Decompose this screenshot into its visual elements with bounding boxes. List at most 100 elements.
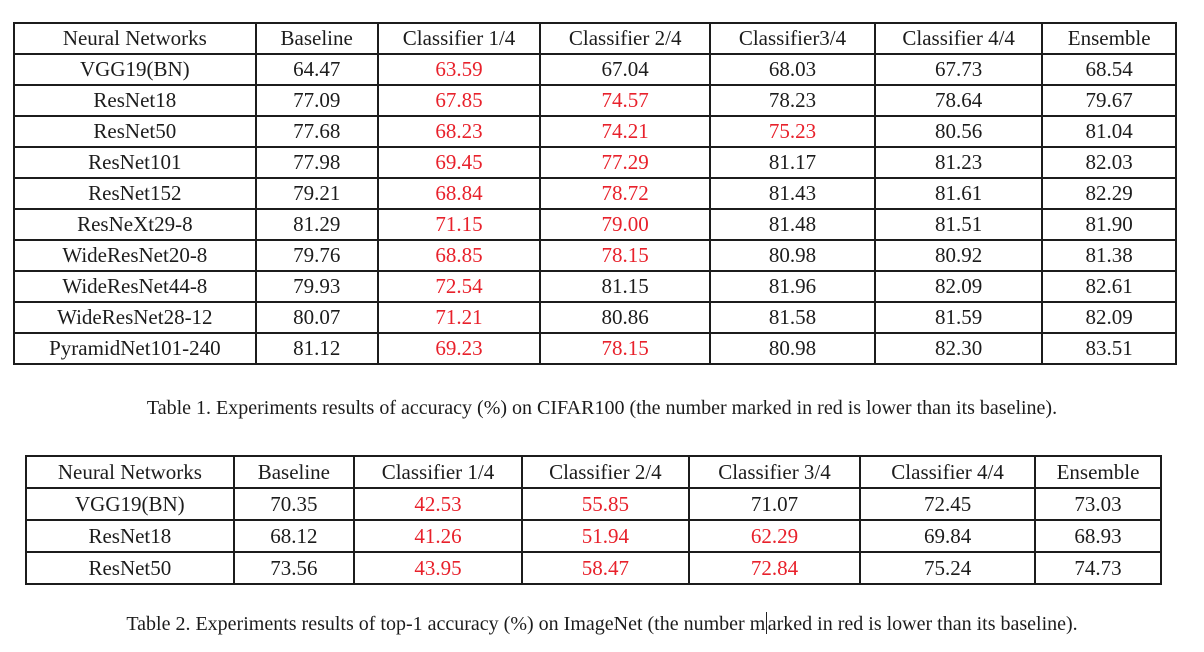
value-cell: 63.59 <box>376 53 542 86</box>
value-cell: 79.76 <box>254 239 379 272</box>
value-cell: 79.93 <box>254 270 379 303</box>
value-cell: 68.23 <box>376 115 542 148</box>
caption-text: arked in red is lower than its baseline)… <box>767 613 1078 635</box>
value-cell: 81.43 <box>709 177 876 210</box>
row-label: ResNet101 <box>13 146 257 179</box>
value-cell: 70.35 <box>232 487 356 521</box>
column-header: Neural Networks <box>13 22 257 55</box>
table-row: VGG19(BN) 70.35 42.53 55.85 71.07 72.45 73.03 <box>25 487 1163 521</box>
value-cell: 68.85 <box>376 239 542 272</box>
value-cell: 72.84 <box>687 551 862 585</box>
value-cell: 78.64 <box>873 84 1044 117</box>
value-cell: 64.47 <box>254 53 379 86</box>
value-cell: 68.84 <box>376 177 542 210</box>
value-cell: 67.04 <box>539 53 711 86</box>
value-cell: 81.59 <box>873 301 1044 334</box>
value-cell: 74.21 <box>539 115 711 148</box>
value-cell: 80.56 <box>873 115 1044 148</box>
table1-caption: Table 1. Experiments results of accuracy… <box>0 396 1204 420</box>
value-cell: 81.58 <box>709 301 876 334</box>
value-cell: 80.92 <box>873 239 1044 272</box>
value-cell: 74.57 <box>539 84 711 117</box>
value-cell: 83.51 <box>1041 332 1177 365</box>
value-cell: 82.61 <box>1041 270 1177 303</box>
column-header: Classifier 2/4 <box>539 22 711 55</box>
value-cell: 80.98 <box>709 332 876 365</box>
value-cell: 72.54 <box>376 270 542 303</box>
value-cell: 51.94 <box>520 519 690 553</box>
table-row: ResNet50 77.68 68.23 74.21 75.23 80.56 81.04 <box>13 115 1177 148</box>
value-cell: 81.29 <box>254 208 379 241</box>
value-cell: 80.07 <box>254 301 379 334</box>
value-cell: 78.15 <box>539 239 711 272</box>
column-header: Classifier3/4 <box>709 22 876 55</box>
value-cell: 62.29 <box>687 519 862 553</box>
row-label: ResNet50 <box>25 551 235 585</box>
value-cell: 75.24 <box>859 551 1036 585</box>
value-cell: 81.17 <box>709 146 876 179</box>
table-row: ResNet101 77.98 69.45 77.29 81.17 81.23 82.03 <box>13 146 1177 179</box>
value-cell: 67.85 <box>376 84 542 117</box>
column-header: Neural Networks <box>25 455 235 489</box>
value-cell: 72.45 <box>859 487 1036 521</box>
cifar100-table-container: Neural Networks Baseline Classifier 1/4 Cla… <box>13 22 1177 365</box>
value-cell: 82.09 <box>1041 301 1177 334</box>
value-cell: 77.98 <box>254 146 379 179</box>
caption-text: Table 1. Experiments results of accuracy… <box>146 397 1058 419</box>
value-cell: 81.38 <box>1041 239 1177 272</box>
column-header: Classifier 3/4 <box>687 455 862 489</box>
value-cell: 80.86 <box>539 301 711 334</box>
value-cell: 82.29 <box>1041 177 1177 210</box>
column-header: Classifier 1/4 <box>376 22 542 55</box>
cifar100-results-table: Neural Networks Baseline Classifier 1/4 Cla… <box>13 22 1177 365</box>
value-cell: 71.21 <box>376 301 542 334</box>
table-row: ResNet152 79.21 68.84 78.72 81.43 81.61 82.29 <box>13 177 1177 210</box>
imagenet-table-container: Neural Networks Baseline Classifier 1/4 Cla… <box>25 455 1163 585</box>
table-row: ResNeXt29-8 81.29 71.15 79.00 81.48 81.51 81.9… <box>13 208 1177 241</box>
row-label: WideResNet28-12 <box>13 301 257 334</box>
value-cell: 81.51 <box>873 208 1044 241</box>
row-label: VGG19(BN) <box>25 487 235 521</box>
value-cell: 68.12 <box>232 519 356 553</box>
value-cell: 69.45 <box>376 146 542 179</box>
value-cell: 79.00 <box>539 208 711 241</box>
value-cell: 82.30 <box>873 332 1044 365</box>
table-row: WideResNet28-12 80.07 71.21 80.86 81.58 81.59… <box>13 301 1177 334</box>
value-cell: 71.07 <box>687 487 862 521</box>
value-cell: 73.03 <box>1033 487 1163 521</box>
value-cell: 81.96 <box>709 270 876 303</box>
value-cell: 55.85 <box>520 487 690 521</box>
value-cell: 68.03 <box>709 53 876 86</box>
imagenet-results-table: Neural Networks Baseline Classifier 1/4 Cla… <box>25 455 1163 585</box>
value-cell: 81.90 <box>1041 208 1177 241</box>
column-header: Ensemble <box>1041 22 1177 55</box>
value-cell: 73.56 <box>232 551 356 585</box>
table-row: WideResNet44-8 79.93 72.54 81.15 81.96 82.09 8… <box>13 270 1177 303</box>
row-label: ResNet18 <box>13 84 257 117</box>
table-row: ResNet50 73.56 43.95 58.47 72.84 75.24 74.73 <box>25 551 1163 585</box>
value-cell: 81.61 <box>873 177 1044 210</box>
table-row: VGG19(BN) 64.47 63.59 67.04 68.03 67.73 68.54 <box>13 53 1177 86</box>
value-cell: 77.29 <box>539 146 711 179</box>
table-row: ResNet18 68.12 41.26 51.94 62.29 69.84 68.93 <box>25 519 1163 553</box>
value-cell: 77.09 <box>254 84 379 117</box>
value-cell: 67.73 <box>873 53 1044 86</box>
column-header: Classifier 4/4 <box>859 455 1036 489</box>
row-label: WideResNet44-8 <box>13 270 257 303</box>
value-cell: 80.98 <box>709 239 876 272</box>
table-row: PyramidNet101-240 81.12 69.23 78.15 80.98 82.… <box>13 332 1177 365</box>
row-label: ResNet18 <box>25 519 235 553</box>
column-header: Baseline <box>232 455 356 489</box>
value-cell: 78.23 <box>709 84 876 117</box>
row-label: PyramidNet101-240 <box>13 332 257 365</box>
value-cell: 78.15 <box>539 332 711 365</box>
value-cell: 82.09 <box>873 270 1044 303</box>
value-cell: 82.03 <box>1041 146 1177 179</box>
value-cell: 68.93 <box>1033 519 1163 553</box>
value-cell: 43.95 <box>353 551 523 585</box>
value-cell: 79.67 <box>1041 84 1177 117</box>
value-cell: 42.53 <box>353 487 523 521</box>
row-label: ResNet152 <box>13 177 257 210</box>
row-label: VGG19(BN) <box>13 53 257 86</box>
column-header: Ensemble <box>1033 455 1163 489</box>
